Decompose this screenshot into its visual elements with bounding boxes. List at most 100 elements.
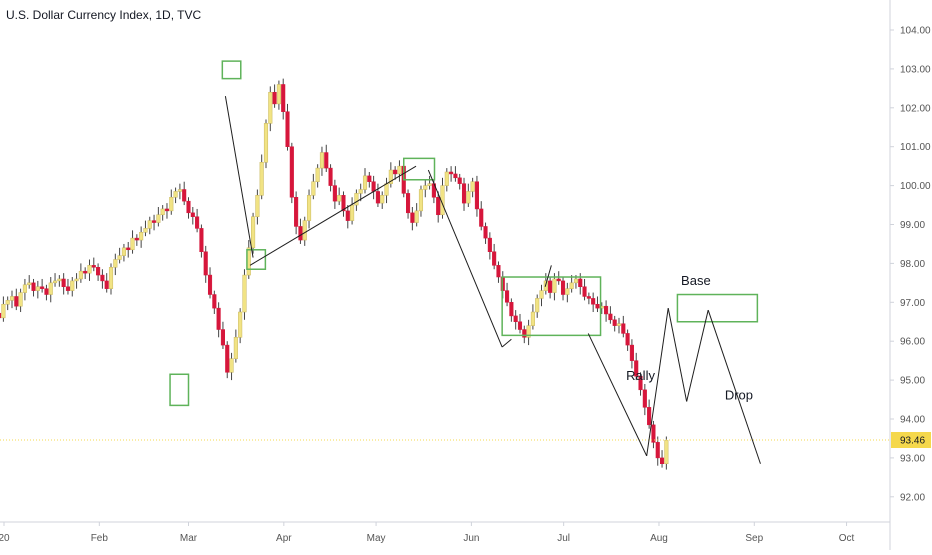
- candle-body: [604, 305, 609, 315]
- candle-body: [130, 237, 135, 251]
- candle-body: [517, 321, 523, 330]
- candle-body: [505, 290, 510, 303]
- annotation-box: [221, 60, 242, 80]
- candle-body: [393, 169, 398, 175]
- y-tick-label: 101.00: [900, 142, 931, 153]
- candle-body: [251, 216, 256, 249]
- candle-body: [182, 189, 187, 202]
- candle-body: [203, 251, 208, 276]
- candle-body: [345, 210, 350, 221]
- candle-body: [548, 280, 553, 293]
- candle-body: [242, 274, 247, 313]
- candle-body: [259, 162, 264, 196]
- candle-body: [522, 329, 527, 338]
- candle-body: [427, 183, 432, 186]
- candle-body: [337, 195, 342, 202]
- candle-body: [319, 152, 325, 169]
- candle-body: [414, 210, 419, 223]
- candle-body: [479, 208, 484, 227]
- annotation-box: [169, 373, 190, 407]
- candle-body: [100, 274, 105, 282]
- annotation-line: [501, 338, 512, 348]
- candle-body: [341, 195, 346, 212]
- x-tick-label: Mar: [180, 533, 198, 544]
- candle-body: [418, 189, 424, 212]
- candle-body: [160, 208, 165, 216]
- candle-body: [423, 185, 428, 190]
- candle-body: [457, 177, 462, 184]
- candle-body: [238, 311, 243, 338]
- annotation-box: [403, 157, 436, 181]
- annotation-rally: Rally: [626, 368, 655, 383]
- y-tick-label: 103.00: [900, 64, 931, 75]
- candle-body: [530, 311, 535, 326]
- candle-body: [57, 278, 62, 282]
- x-tick-label: 20: [0, 533, 10, 544]
- candle-body: [31, 282, 36, 291]
- candle-body: [354, 193, 359, 206]
- candle-body: [582, 286, 587, 297]
- candle-body: [436, 197, 441, 216]
- candle-body: [156, 214, 161, 223]
- candle-body: [143, 228, 148, 233]
- candle-body: [113, 259, 118, 268]
- candle-body: [664, 440, 669, 464]
- candle-body: [474, 181, 479, 210]
- candle-body: [608, 313, 613, 321]
- candle-body: [48, 282, 53, 295]
- candle-body: [216, 307, 221, 330]
- candle-body: [526, 325, 531, 338]
- candle-body: [647, 407, 652, 426]
- candle-body: [629, 344, 634, 361]
- candle-body: [573, 278, 579, 284]
- candle-body: [660, 457, 665, 464]
- candle-body: [371, 181, 376, 192]
- candle-body: [449, 171, 454, 175]
- candle-body: [117, 255, 122, 260]
- candle-body: [444, 171, 449, 186]
- candle-body: [638, 375, 643, 391]
- candle-body: [294, 197, 299, 227]
- candle-body: [552, 278, 557, 293]
- candle-body: [281, 84, 286, 112]
- candle-body: [255, 195, 260, 217]
- candle-body: [406, 193, 411, 214]
- y-tick-label: 92.00: [900, 492, 925, 503]
- candle-body: [212, 294, 217, 309]
- candle-body: [121, 247, 126, 256]
- candle-body: [384, 183, 389, 196]
- last-price-tag: [891, 432, 931, 449]
- candle-body: [298, 226, 303, 241]
- candle-body: [225, 344, 230, 373]
- candle-body: [535, 298, 540, 313]
- candle-body: [272, 91, 277, 105]
- y-tick-label: 100.00: [900, 181, 931, 192]
- y-tick-label: 99.00: [900, 220, 925, 231]
- x-tick-label: Feb: [91, 533, 109, 544]
- candle-body: [233, 337, 238, 359]
- candle-body: [74, 278, 79, 282]
- candle-body: [655, 442, 660, 459]
- x-tick-label: Jun: [463, 533, 479, 544]
- candle-body: [380, 195, 385, 204]
- candle-body: [14, 296, 19, 307]
- chart-title: U.S. Dollar Currency Index, 1D, TVC: [6, 8, 202, 22]
- y-tick-label: 96.00: [900, 337, 925, 348]
- candle-body: [173, 191, 178, 198]
- x-tick-label: Aug: [650, 533, 668, 544]
- candle-body: [461, 183, 467, 204]
- candle-body: [578, 278, 583, 287]
- x-tick-label: Oct: [839, 533, 855, 544]
- x-tick-label: Apr: [276, 533, 292, 544]
- candle-body: [83, 270, 88, 274]
- candle-body: [0, 312, 2, 319]
- candle-body: [9, 296, 15, 301]
- candle-body: [134, 237, 139, 241]
- candle-body: [560, 280, 566, 295]
- annotation-line: [224, 96, 254, 258]
- candle-body: [595, 303, 600, 309]
- candle-body: [388, 169, 393, 184]
- candle-body: [104, 280, 109, 289]
